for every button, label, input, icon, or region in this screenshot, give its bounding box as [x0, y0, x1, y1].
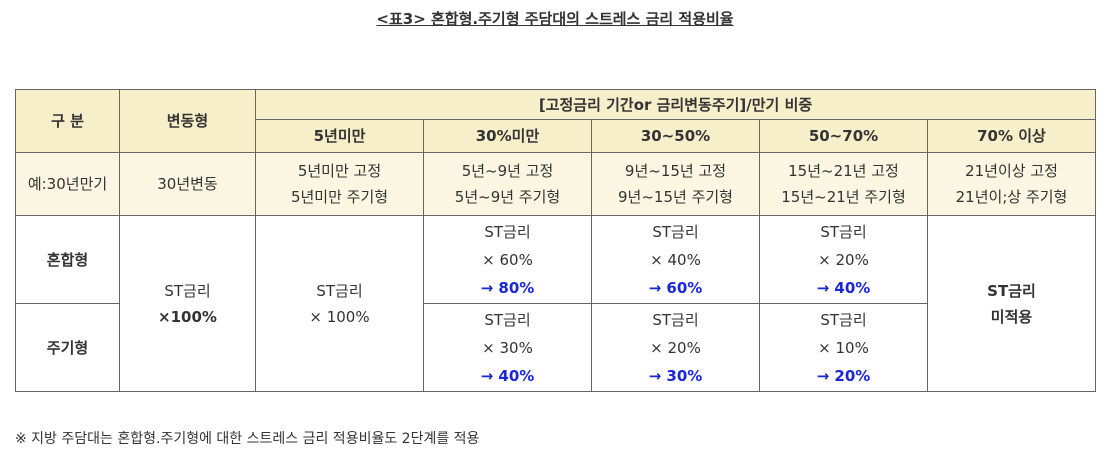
header-group: [고정금리 기간or 금리변동주기]/만기 비중	[255, 89, 1096, 120]
periodic-cell-2-base: ST금리	[652, 310, 699, 329]
periodic-cell-3-after: → 20%	[816, 366, 871, 385]
periodic-cell-3-before: × 10%	[818, 338, 869, 357]
periodic-cell-1: ST금리 × 30% → 40%	[423, 303, 592, 392]
mixed-cell-1-before: × 60%	[482, 250, 533, 269]
periodic-cell-2-before: × 20%	[650, 338, 701, 357]
header-category: 구 분	[15, 89, 120, 153]
variable-merged-cell: ST금리 ×100%	[119, 215, 256, 392]
example-cell-3-line-1: 9년~15년 고정	[624, 162, 727, 180]
header-col-4: 50~70%	[759, 119, 928, 153]
example-cell-2-line-2: 5년~9년 주기형	[454, 188, 561, 206]
example-cell-4: 15년~21년 고정 15년~21년 주기형	[759, 152, 928, 216]
example-cell-3-line-2: 9년~15년 주기형	[618, 188, 733, 206]
over70-merged-line-2: 미적용	[990, 307, 1033, 326]
variable-merged-line-1: ST금리	[164, 281, 211, 300]
header-col-1: 5년미만	[255, 119, 424, 153]
periodic-cell-3: ST금리 × 10% → 20%	[759, 303, 928, 392]
row-label-periodic: 주기형	[15, 303, 120, 392]
mixed-cell-2-base: ST금리	[652, 222, 699, 241]
under5-merged-line-1: ST금리	[316, 281, 363, 300]
table-caption: <표3> 혼합형.주기형 주담대의 스트레스 금리 적용비율	[376, 10, 734, 28]
example-variable: 30년변동	[119, 152, 256, 216]
periodic-cell-3-base: ST금리	[820, 310, 867, 329]
example-cell-1: 5년미만 고정 5년미만 주기형	[255, 152, 424, 216]
footnote: ※ 지방 주담대는 혼합형.주기형에 대한 스트레스 금리 적용비율도 2단계를…	[15, 431, 480, 447]
periodic-cell-1-after: → 40%	[480, 366, 535, 385]
over70-merged-cell: ST금리 미적용	[927, 215, 1096, 392]
header-col-2: 30%미만	[423, 119, 592, 153]
example-cell-5-line-2: 21년이;상 주기형	[955, 188, 1068, 206]
example-cell-5-line-1: 21년이상 고정	[965, 162, 1058, 180]
periodic-cell-1-base: ST금리	[484, 310, 531, 329]
over70-merged-line-1: ST금리	[987, 281, 1036, 300]
example-cell-2: 5년~9년 고정 5년~9년 주기형	[423, 152, 592, 216]
header-variable: 변동형	[119, 89, 256, 153]
example-cell-1-line-1: 5년미만 고정	[297, 162, 382, 180]
under5-merged-cell: ST금리 × 100%	[255, 215, 424, 392]
mixed-cell-1-after: → 80%	[480, 278, 535, 297]
mixed-cell-2: ST금리 × 40% → 60%	[591, 215, 760, 304]
header-col-3: 30~50%	[591, 119, 760, 153]
example-cell-4-line-2: 15년~21년 주기형	[781, 188, 906, 206]
mixed-cell-3-after: → 40%	[816, 278, 871, 297]
header-col-5: 70% 이상	[927, 119, 1096, 153]
example-cell-2-line-1: 5년~9년 고정	[461, 162, 554, 180]
example-cell-5: 21년이상 고정 21년이;상 주기형	[927, 152, 1096, 216]
mixed-cell-3-before: × 20%	[818, 250, 869, 269]
stress-rate-table: 구 분 변동형 [고정금리 기간or 금리변동주기]/만기 비중 5년미만 30…	[15, 89, 1096, 392]
example-cell-4-line-1: 15년~21년 고정	[788, 162, 899, 180]
periodic-cell-2-after: → 30%	[648, 366, 703, 385]
mixed-cell-2-before: × 40%	[650, 250, 701, 269]
example-cell-3: 9년~15년 고정 9년~15년 주기형	[591, 152, 760, 216]
periodic-cell-2: ST금리 × 20% → 30%	[591, 303, 760, 392]
periodic-cell-1-before: × 30%	[482, 338, 533, 357]
example-cell-1-line-2: 5년미만 주기형	[290, 188, 389, 206]
variable-merged-line-2: ×100%	[158, 307, 217, 326]
mixed-cell-3: ST금리 × 20% → 40%	[759, 215, 928, 304]
mixed-cell-1-base: ST금리	[484, 222, 531, 241]
example-label: 예:30년만기	[15, 152, 120, 216]
mixed-cell-3-base: ST금리	[820, 222, 867, 241]
under5-merged-line-2: × 100%	[309, 307, 370, 326]
mixed-cell-1: ST금리 × 60% → 80%	[423, 215, 592, 304]
mixed-cell-2-after: → 60%	[648, 278, 703, 297]
row-label-mixed: 혼합형	[15, 215, 120, 304]
